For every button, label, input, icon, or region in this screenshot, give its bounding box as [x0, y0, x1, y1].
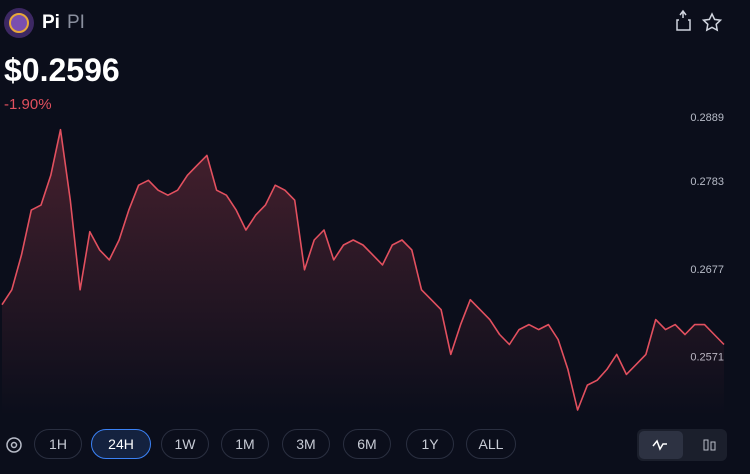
range-button[interactable]: 3M [282, 429, 330, 459]
settings-icon[interactable] [6, 437, 22, 453]
range-button[interactable]: 1M [221, 429, 269, 459]
chart-type-toggle[interactable] [637, 429, 727, 461]
range-button[interactable]: ALL [466, 429, 516, 459]
y-tick-label: 0.2783 [690, 176, 724, 188]
coin-name: Pi [42, 12, 60, 33]
range-button[interactable]: 1Y [406, 429, 454, 459]
price: $0.2596 [4, 52, 120, 88]
price-change: -1.90% [4, 96, 52, 113]
star-icon[interactable] [701, 12, 723, 32]
share-icon[interactable] [676, 9, 691, 31]
coin-logo [4, 8, 34, 38]
line-mode[interactable] [639, 431, 683, 459]
range-button[interactable]: 6M [343, 429, 391, 459]
range-button[interactable]: 24H [91, 429, 151, 459]
y-tick-label: 0.2889 [690, 112, 724, 124]
y-tick-label: 0.2677 [690, 264, 724, 276]
toggle-icons [652, 439, 716, 451]
range-button[interactable]: 1H [34, 429, 82, 459]
area-fill [2, 129, 724, 415]
coin-symbol: PI [67, 12, 85, 33]
range-button[interactable]: 1W [161, 429, 209, 459]
price-line [1, 128, 725, 411]
